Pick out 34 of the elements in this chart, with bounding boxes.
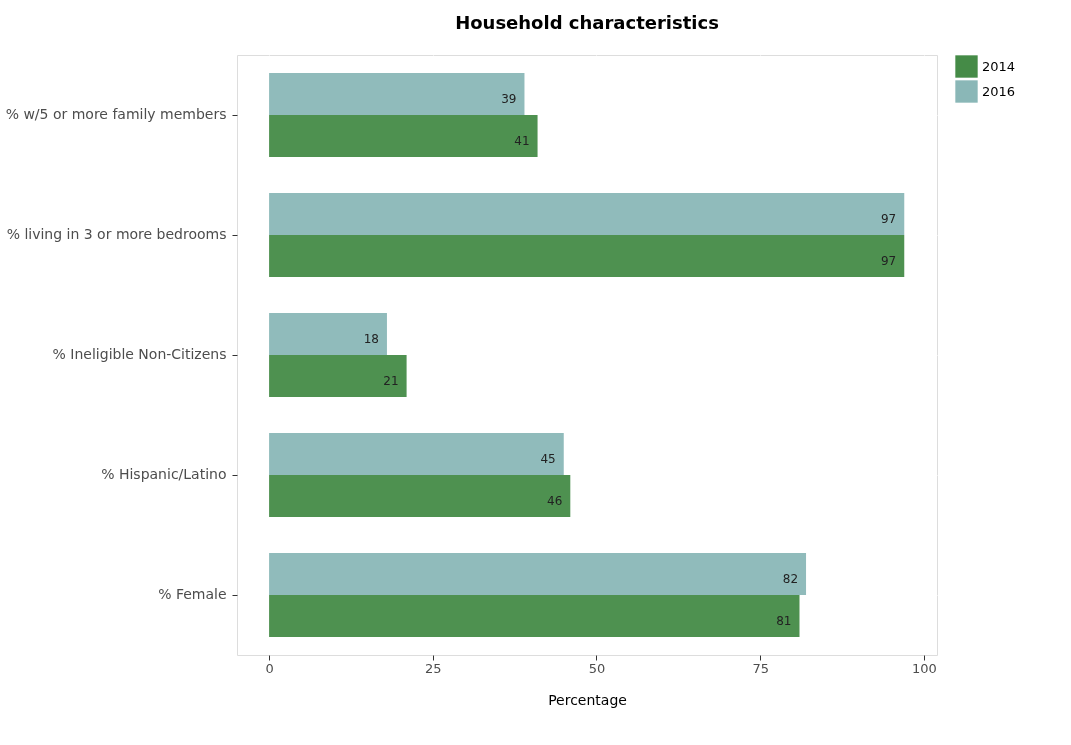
data-label: 97: [880, 254, 897, 268]
bar: [269, 193, 905, 235]
data-label: 41: [514, 134, 530, 148]
x-tick-label: 50: [588, 660, 606, 676]
bar: [269, 433, 564, 475]
data-label: 18: [363, 332, 379, 346]
x-tick-label: 0: [265, 660, 274, 676]
x-tick-label: 25: [425, 660, 442, 676]
bar: [269, 475, 571, 517]
data-label: 97: [880, 212, 897, 226]
data-label: 81: [776, 614, 792, 628]
bar: [269, 595, 800, 637]
legend-label: 2016: [982, 83, 1016, 99]
data-label: 39: [501, 92, 517, 106]
y-tick-label: % Ineligible Non-Citizens: [52, 346, 227, 362]
x-axis-title: Percentage: [548, 691, 627, 708]
legend-label: 2014: [982, 58, 1016, 74]
bar: [269, 235, 905, 277]
bar: [269, 73, 525, 115]
data-label: 46: [547, 494, 563, 508]
y-tick-label: % Female: [158, 586, 227, 602]
data-label: 45: [540, 452, 556, 466]
chart-title: Household characteristics: [455, 12, 719, 33]
bar: [269, 355, 407, 397]
bar: [269, 313, 387, 355]
data-label: 21: [383, 374, 399, 388]
bar: [269, 553, 807, 595]
y-tick-label: % Hispanic/Latino: [101, 466, 227, 482]
data-label: 82: [782, 572, 799, 586]
y-tick-label: % w/5 or more family members: [5, 106, 227, 122]
x-tick-label: 75: [752, 660, 769, 676]
bar: [269, 115, 538, 157]
y-tick-label: % living in 3 or more bedrooms: [6, 226, 227, 242]
x-tick-label: 100: [911, 660, 937, 676]
